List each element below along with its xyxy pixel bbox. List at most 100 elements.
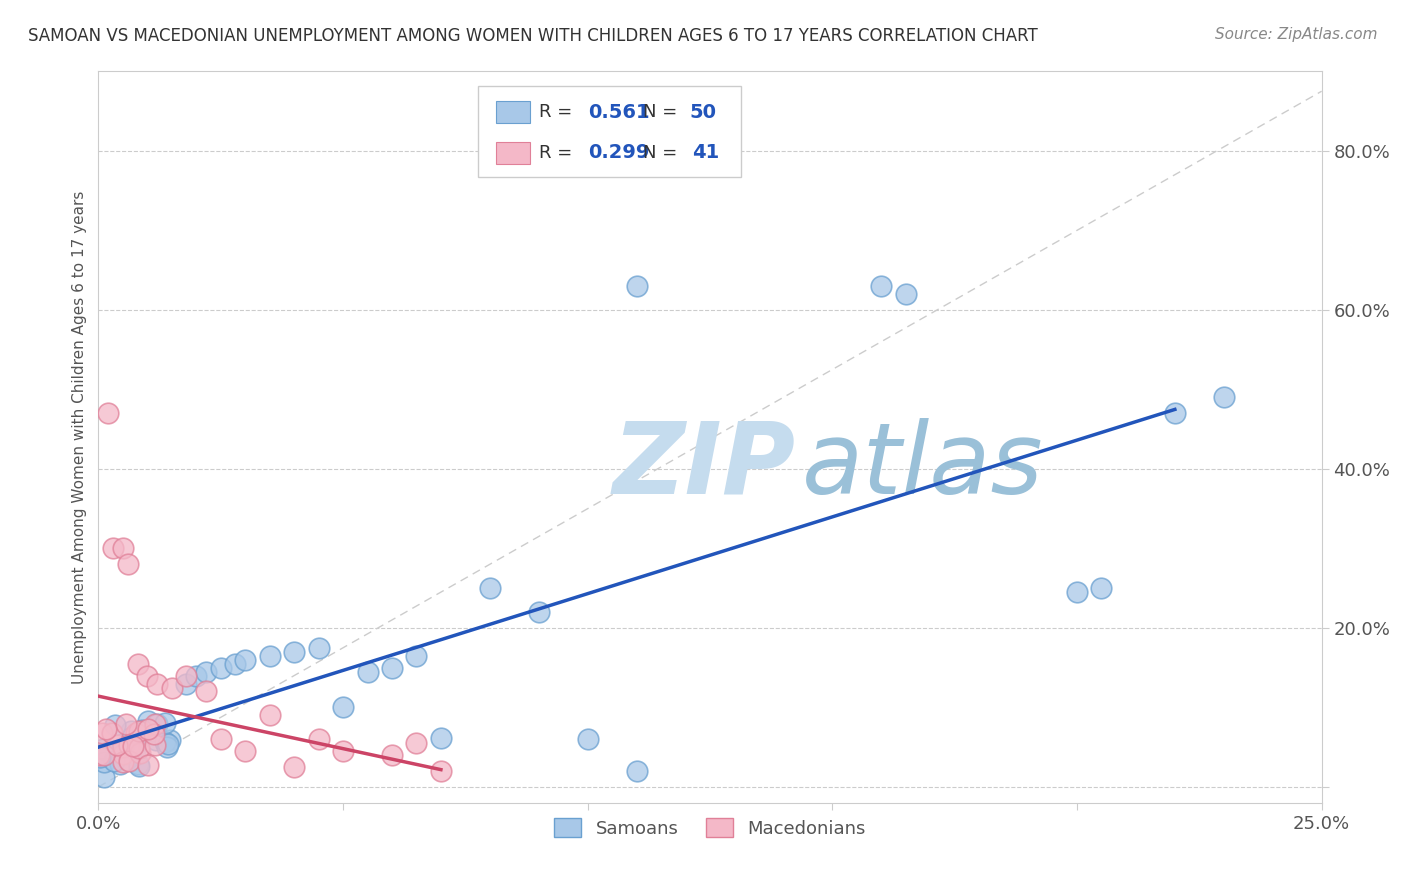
Point: [107, 745, 129, 759]
Point: [224, 657, 246, 671]
FancyBboxPatch shape: [478, 86, 741, 178]
Point: [127, 657, 149, 671]
Point: [308, 732, 330, 747]
Point: [332, 700, 354, 714]
Point: [283, 760, 305, 774]
Point: [136, 714, 159, 729]
Point: [176, 676, 198, 690]
Point: [156, 739, 179, 754]
Point: [405, 736, 427, 750]
Point: [159, 732, 181, 747]
Point: [94, 722, 117, 736]
Point: [145, 732, 167, 747]
Point: [195, 665, 218, 679]
Point: [430, 731, 453, 745]
Point: [894, 287, 917, 301]
Point: [101, 725, 124, 739]
Point: [233, 744, 256, 758]
Text: 50: 50: [689, 103, 716, 122]
Point: [129, 746, 152, 760]
Point: [146, 676, 169, 690]
Text: ZIP: ZIP: [612, 417, 796, 515]
Point: [136, 722, 159, 736]
Point: [157, 737, 180, 751]
Point: [356, 665, 378, 679]
Text: 0.561: 0.561: [588, 103, 650, 122]
Point: [128, 758, 150, 772]
Point: [283, 645, 305, 659]
Point: [576, 732, 599, 747]
FancyBboxPatch shape: [496, 142, 530, 163]
Point: [121, 730, 143, 744]
Point: [108, 757, 131, 772]
Text: 41: 41: [692, 143, 718, 162]
Point: [87, 747, 110, 762]
Point: [93, 748, 115, 763]
Point: [111, 756, 134, 770]
Point: [141, 724, 163, 739]
Point: [136, 668, 159, 682]
Point: [1066, 585, 1088, 599]
Point: [93, 755, 115, 769]
Point: [259, 708, 281, 723]
Point: [626, 279, 648, 293]
Point: [90, 725, 112, 739]
Point: [117, 558, 139, 572]
Point: [101, 541, 124, 556]
Point: [870, 279, 893, 293]
Point: [118, 754, 141, 768]
Point: [118, 739, 141, 753]
Point: [195, 684, 218, 698]
Point: [146, 716, 169, 731]
Point: [136, 758, 159, 772]
Point: [89, 750, 111, 764]
Point: [153, 735, 176, 749]
Point: [176, 668, 198, 682]
Point: [124, 747, 146, 762]
Point: [233, 653, 256, 667]
Text: atlas: atlas: [801, 417, 1043, 515]
Text: Source: ZipAtlas.com: Source: ZipAtlas.com: [1215, 27, 1378, 42]
Point: [142, 727, 165, 741]
Point: [122, 739, 145, 754]
Point: [381, 748, 404, 763]
Point: [104, 718, 127, 732]
Point: [128, 740, 150, 755]
Point: [160, 681, 183, 695]
Point: [143, 738, 166, 752]
Point: [127, 757, 149, 772]
Text: R =: R =: [538, 144, 578, 161]
FancyBboxPatch shape: [496, 102, 530, 123]
Point: [93, 770, 115, 784]
Point: [97, 406, 120, 420]
Point: [111, 541, 134, 556]
Y-axis label: Unemployment Among Women with Children Ages 6 to 17 years: Unemployment Among Women with Children A…: [72, 190, 87, 684]
Text: SAMOAN VS MACEDONIAN UNEMPLOYMENT AMONG WOMEN WITH CHILDREN AGES 6 TO 17 YEARS C: SAMOAN VS MACEDONIAN UNEMPLOYMENT AMONG …: [28, 27, 1038, 45]
Point: [131, 723, 153, 738]
Point: [153, 716, 176, 731]
Point: [1212, 390, 1234, 404]
Point: [143, 717, 166, 731]
Point: [112, 739, 135, 754]
Text: 0.299: 0.299: [588, 143, 650, 162]
Point: [105, 738, 128, 752]
Point: [186, 668, 208, 682]
Point: [128, 723, 150, 738]
Point: [308, 640, 330, 655]
Point: [91, 742, 114, 756]
Point: [332, 744, 354, 758]
Point: [120, 724, 142, 739]
Point: [1090, 581, 1112, 595]
Point: [209, 732, 232, 747]
Point: [103, 754, 125, 768]
Point: [527, 605, 550, 619]
Text: N =: N =: [643, 144, 683, 161]
Point: [1164, 406, 1187, 420]
Point: [626, 764, 648, 778]
Point: [381, 660, 404, 674]
Point: [124, 739, 146, 754]
Legend: Samoans, Macedonians: Samoans, Macedonians: [547, 811, 873, 845]
Point: [478, 581, 501, 595]
Point: [405, 648, 427, 663]
Point: [115, 717, 138, 731]
